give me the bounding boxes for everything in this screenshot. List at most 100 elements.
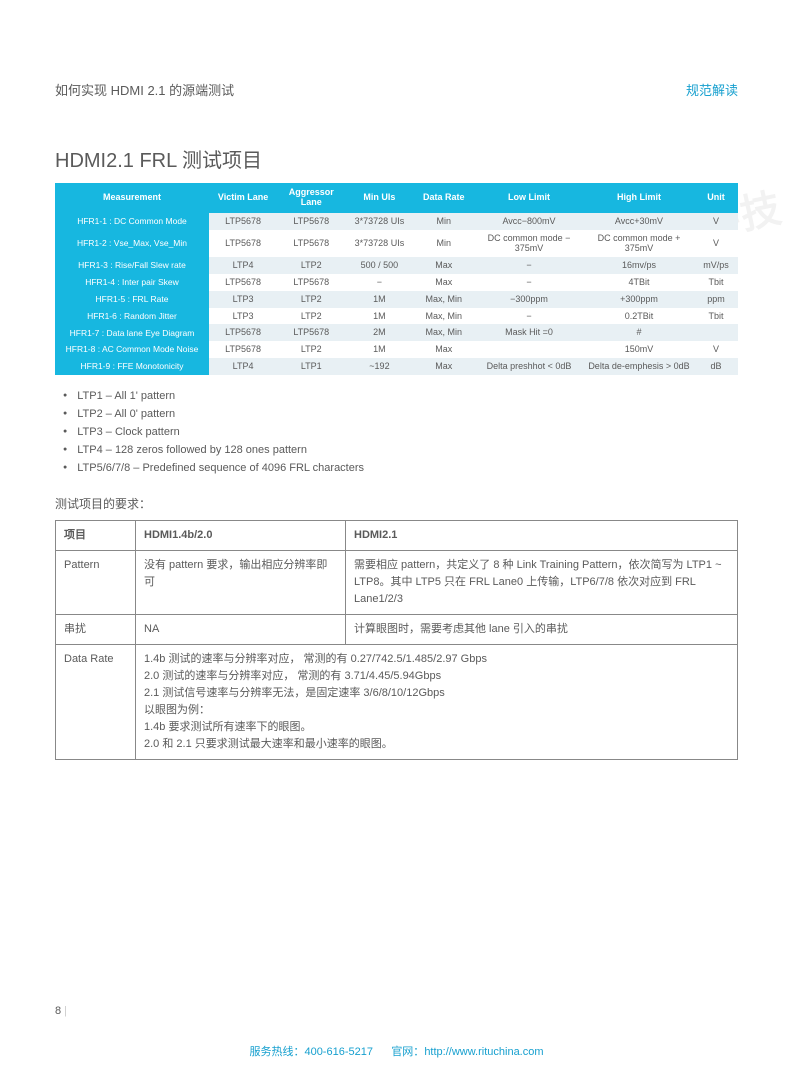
spec-cell: 16mv/ps bbox=[584, 257, 694, 274]
spec-cell: mV/ps bbox=[694, 257, 738, 274]
spec-cell: 4TBit bbox=[584, 274, 694, 291]
spec-cell: Avcc−800mV bbox=[474, 213, 584, 230]
spec-cell: 150mV bbox=[584, 341, 694, 358]
spec-cell: V bbox=[694, 230, 738, 258]
spec-row: HFR1-9 : FFE MonotonicityLTP4LTP1~192Max… bbox=[55, 358, 738, 375]
req-cell: 需要相应 pattern，共定义了 8 种 Link Training Patt… bbox=[346, 550, 738, 614]
req-cell: 没有 pattern 要求，输出相应分辨率即可 bbox=[136, 550, 346, 614]
doc-title: 如何实现 HDMI 2.1 的源端测试 bbox=[55, 80, 234, 99]
requirements-table: 项目HDMI1.4b/2.0HDMI2.1 Pattern没有 pattern … bbox=[55, 520, 738, 761]
legend-item: LTP1 – All 1' pattern bbox=[63, 387, 738, 405]
spec-cell: LTP5678 bbox=[277, 213, 345, 230]
legend-item: LTP3 – Clock pattern bbox=[63, 423, 738, 441]
spec-cell: +300ppm bbox=[584, 291, 694, 308]
req-cell-merged: 1.4b 测试的速率与分辨率对应， 常测的有 0.27/742.5/1.485/… bbox=[136, 644, 738, 759]
spec-cell: V bbox=[694, 213, 738, 230]
spec-cell: LTP5678 bbox=[277, 230, 345, 258]
spec-row: HFR1-5 : FRL RateLTP3LTP21MMax, Min−300p… bbox=[55, 291, 738, 308]
spec-row-label: HFR1-8 : AC Common Mode Noise bbox=[55, 341, 209, 358]
spec-row-label: HFR1-4 : Inter pair Skew bbox=[55, 274, 209, 291]
req-row: Pattern没有 pattern 要求，输出相应分辨率即可需要相应 patte… bbox=[56, 550, 738, 614]
spec-cell: Max bbox=[414, 257, 474, 274]
spec-cell: Delta preshhot < 0dB bbox=[474, 358, 584, 375]
spec-col-header: Data Rate bbox=[414, 183, 474, 213]
spec-cell: DC common mode + 375mV bbox=[584, 230, 694, 258]
spec-cell: LTP5678 bbox=[209, 230, 277, 258]
spec-cell: Min bbox=[414, 230, 474, 258]
req-cell: 计算眼图时，需要考虑其他 lane 引入的串扰 bbox=[346, 614, 738, 644]
spec-cell: V bbox=[694, 341, 738, 358]
page-number: 8 bbox=[55, 1005, 67, 1017]
spec-row-label: HFR1-1 : DC Common Mode bbox=[55, 213, 209, 230]
spec-cell: LTP3 bbox=[209, 291, 277, 308]
req-item: Pattern bbox=[56, 550, 136, 614]
spec-row: HFR1-1 : DC Common ModeLTP5678LTP56783*7… bbox=[55, 213, 738, 230]
legend-item: LTP4 – 128 zeros followed by 128 ones pa… bbox=[63, 441, 738, 459]
spec-row-label: HFR1-3 : Rise/Fall Slew rate bbox=[55, 257, 209, 274]
section-tag: 规范解读 bbox=[686, 80, 738, 99]
spec-cell: LTP4 bbox=[209, 257, 277, 274]
spec-cell: dB bbox=[694, 358, 738, 375]
section-title: HDMI2.1 FRL 测试项目 bbox=[55, 144, 738, 173]
spec-cell: 500 / 500 bbox=[345, 257, 413, 274]
spec-cell: LTP3 bbox=[209, 308, 277, 325]
spec-cell: Max bbox=[414, 274, 474, 291]
spec-cell: LTP5678 bbox=[209, 274, 277, 291]
spec-col-header: Unit bbox=[694, 183, 738, 213]
req-row: 串扰NA计算眼图时，需要考虑其他 lane 引入的串扰 bbox=[56, 614, 738, 644]
spec-cell: Max, Min bbox=[414, 324, 474, 341]
spec-row-label: HFR1-5 : FRL Rate bbox=[55, 291, 209, 308]
spec-cell bbox=[694, 324, 738, 341]
spec-cell: 1M bbox=[345, 308, 413, 325]
spec-cell: LTP2 bbox=[277, 308, 345, 325]
spec-cell: Mask Hit =0 bbox=[474, 324, 584, 341]
spec-row: HFR1-2 : Vse_Max, Vse_MinLTP5678LTP56783… bbox=[55, 230, 738, 258]
legend-item: LTP5/6/7/8 – Predefined sequence of 4096… bbox=[63, 459, 738, 477]
spec-row-label: HFR1-2 : Vse_Max, Vse_Min bbox=[55, 230, 209, 258]
req-col-header: HDMI1.4b/2.0 bbox=[136, 520, 346, 550]
spec-cell: 3*73728 UIs bbox=[345, 213, 413, 230]
spec-cell: − bbox=[474, 274, 584, 291]
spec-cell: DC common mode − 375mV bbox=[474, 230, 584, 258]
spec-cell: Tbit bbox=[694, 308, 738, 325]
spec-row: HFR1-8 : AC Common Mode NoiseLTP5678LTP2… bbox=[55, 341, 738, 358]
spec-cell: ppm bbox=[694, 291, 738, 308]
spec-cell: 1M bbox=[345, 291, 413, 308]
spec-col-header: Low Limit bbox=[474, 183, 584, 213]
spec-row-label: HFR1-7 : Data lane Eye Diagram bbox=[55, 324, 209, 341]
req-item: Data Rate bbox=[56, 644, 136, 759]
spec-cell: Tbit bbox=[694, 274, 738, 291]
req-col-header: HDMI2.1 bbox=[346, 520, 738, 550]
spec-cell: 2M bbox=[345, 324, 413, 341]
spec-row-label: HFR1-6 : Random Jitter bbox=[55, 308, 209, 325]
requirements-header: 项目HDMI1.4b/2.0HDMI2.1 bbox=[56, 520, 738, 550]
spec-cell: 3*73728 UIs bbox=[345, 230, 413, 258]
spec-row: HFR1-7 : Data lane Eye DiagramLTP5678LTP… bbox=[55, 324, 738, 341]
spec-col-header: High Limit bbox=[584, 183, 694, 213]
site-label: 官网： bbox=[391, 1046, 424, 1058]
hotline-label: 服务热线： bbox=[249, 1046, 304, 1058]
page-content: 如何实现 HDMI 2.1 的源端测试 规范解读 HDMI2.1 FRL 测试项… bbox=[0, 0, 793, 760]
hotline-number: 400-616-5217 bbox=[304, 1046, 373, 1058]
spec-cell: LTP2 bbox=[277, 291, 345, 308]
page-footer: 服务热线：400-616-5217 官网：http://www.rituchin… bbox=[0, 1043, 793, 1059]
spec-cell: LTP5678 bbox=[277, 274, 345, 291]
spec-cell: 1M bbox=[345, 341, 413, 358]
spec-cell: Avcc+30mV bbox=[584, 213, 694, 230]
spec-cell: − bbox=[474, 257, 584, 274]
spec-row: HFR1-4 : Inter pair SkewLTP5678LTP5678−M… bbox=[55, 274, 738, 291]
page-header: 如何实现 HDMI 2.1 的源端测试 规范解读 bbox=[55, 80, 738, 99]
spec-cell: LTP5678 bbox=[209, 341, 277, 358]
req-row: Data Rate1.4b 测试的速率与分辨率对应， 常测的有 0.27/742… bbox=[56, 644, 738, 759]
spec-row-label: HFR1-9 : FFE Monotonicity bbox=[55, 358, 209, 375]
legend-item: LTP2 – All 0' pattern bbox=[63, 405, 738, 423]
spec-cell: LTP4 bbox=[209, 358, 277, 375]
spec-cell: − bbox=[474, 308, 584, 325]
spec-cell: LTP5678 bbox=[209, 213, 277, 230]
spec-row: HFR1-3 : Rise/Fall Slew rateLTP4LTP2500 … bbox=[55, 257, 738, 274]
spec-table-header: MeasurementVictim LaneAggressor LaneMin … bbox=[55, 183, 738, 213]
spec-table: MeasurementVictim LaneAggressor LaneMin … bbox=[55, 183, 738, 375]
spec-cell: 0.2TBit bbox=[584, 308, 694, 325]
spec-cell: Max, Min bbox=[414, 291, 474, 308]
spec-cell: LTP2 bbox=[277, 341, 345, 358]
